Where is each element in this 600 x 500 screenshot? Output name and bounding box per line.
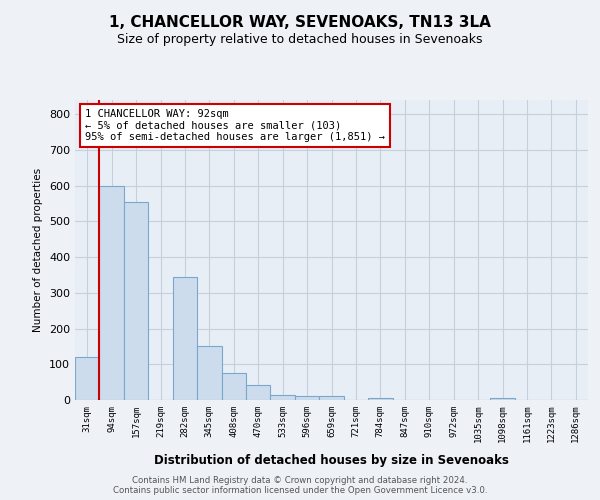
Bar xyxy=(271,394,295,400)
Bar xyxy=(124,202,148,400)
Bar xyxy=(246,384,271,400)
Text: 1 CHANCELLOR WAY: 92sqm
← 5% of detached houses are smaller (103)
95% of semi-de: 1 CHANCELLOR WAY: 92sqm ← 5% of detached… xyxy=(85,109,385,142)
Y-axis label: Number of detached properties: Number of detached properties xyxy=(34,168,43,332)
Bar xyxy=(368,398,392,400)
X-axis label: Distribution of detached houses by size in Sevenoaks: Distribution of detached houses by size … xyxy=(154,454,509,466)
Bar xyxy=(490,398,515,400)
Bar xyxy=(173,277,197,400)
Bar xyxy=(100,186,124,400)
Bar xyxy=(197,346,221,400)
Text: 1, CHANCELLOR WAY, SEVENOAKS, TN13 3LA: 1, CHANCELLOR WAY, SEVENOAKS, TN13 3LA xyxy=(109,15,491,30)
Bar xyxy=(319,396,344,400)
Bar xyxy=(295,396,319,400)
Bar xyxy=(221,373,246,400)
Text: Size of property relative to detached houses in Sevenoaks: Size of property relative to detached ho… xyxy=(117,32,483,46)
Bar xyxy=(75,357,100,400)
Text: Contains HM Land Registry data © Crown copyright and database right 2024.
Contai: Contains HM Land Registry data © Crown c… xyxy=(113,476,487,495)
